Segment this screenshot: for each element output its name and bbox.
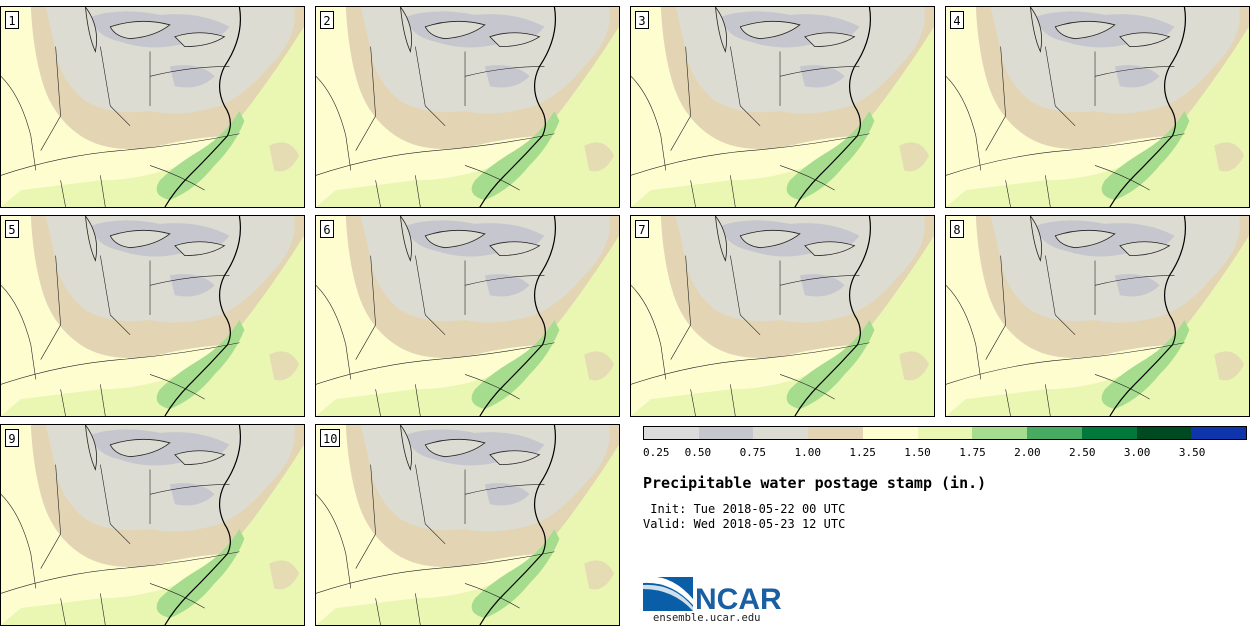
colorbar-tick-label: 2.00 bbox=[1014, 446, 1041, 459]
colorbar-swatch bbox=[753, 427, 809, 439]
map-panel-3: 3 bbox=[630, 6, 935, 208]
colorbar-swatch bbox=[862, 427, 918, 439]
ncar-logo: NCAR bbox=[643, 576, 782, 615]
precipitable-water-map bbox=[1, 7, 304, 207]
colorbar-swatch bbox=[972, 427, 1028, 439]
colorbar-swatch bbox=[1191, 427, 1247, 439]
panel-number: 6 bbox=[320, 220, 334, 238]
precipitable-water-map bbox=[946, 216, 1249, 416]
map-panel-8: 8 bbox=[945, 215, 1250, 417]
precipitable-water-map bbox=[1, 425, 304, 625]
precipitable-water-map bbox=[316, 425, 619, 625]
colorbar-tick-label: 1.50 bbox=[904, 446, 931, 459]
map-panel-10: 10 bbox=[315, 424, 620, 626]
init-time: Init: Tue 2018-05-22 00 UTC bbox=[643, 502, 846, 516]
colorbar-tick-label: 0.50 bbox=[684, 446, 712, 459]
precipitable-water-map bbox=[631, 7, 934, 207]
map-panel-6: 6 bbox=[315, 215, 620, 417]
map-panel-5: 5 bbox=[0, 215, 305, 417]
valid-time: Valid: Wed 2018-05-23 12 UTC bbox=[643, 517, 846, 531]
panel-number: 7 bbox=[635, 220, 649, 238]
plot-title: Precipitable water postage stamp (in.) bbox=[643, 474, 987, 492]
panel-number: 9 bbox=[5, 429, 19, 447]
panel-number: 4 bbox=[950, 11, 964, 29]
panel-number: 8 bbox=[950, 220, 964, 238]
colorbar-tick-label: 0.75 bbox=[739, 446, 767, 459]
colorbar-swatch bbox=[644, 427, 699, 439]
colorbar-tick-label: 0.25 bbox=[643, 446, 670, 459]
precipitable-water-map bbox=[316, 216, 619, 416]
colorbar-tick-label: 1.75 bbox=[959, 446, 986, 459]
map-panel-7: 7 bbox=[630, 215, 935, 417]
map-panel-9: 9 bbox=[0, 424, 305, 626]
colorbar-tick-label: 1.00 bbox=[794, 446, 821, 459]
panel-number: 10 bbox=[320, 429, 341, 447]
colorbar-swatch bbox=[917, 427, 973, 439]
panel-number: 5 bbox=[5, 220, 19, 238]
colorbar-swatch bbox=[1027, 427, 1082, 439]
colorbar-tick-label: 1.25 bbox=[849, 446, 876, 459]
colorbar bbox=[643, 426, 1247, 440]
panel-number: 3 bbox=[635, 11, 649, 29]
precipitable-water-map bbox=[631, 216, 934, 416]
colorbar-swatch bbox=[1136, 427, 1192, 439]
map-panel-4: 4 bbox=[945, 6, 1250, 208]
ncar-logo-text: NCAR bbox=[695, 583, 782, 615]
colorbar-tick-labels: 0.25 0.50 0.75 1.00 1.25 1.50 1.75 2.00 2.50 3.00… bbox=[643, 446, 1247, 460]
colorbar-tick-label: 3.50 bbox=[1178, 446, 1206, 459]
colorbar-swatch bbox=[808, 427, 863, 439]
colorbar-swatch bbox=[1081, 427, 1137, 439]
panel-number: 1 bbox=[5, 11, 19, 29]
map-panel-1: 1 bbox=[0, 6, 305, 208]
website-url: ensemble.ucar.edu bbox=[653, 612, 761, 624]
colorbar-tick-label: 2.50 bbox=[1069, 446, 1096, 459]
colorbar-swatch bbox=[698, 427, 754, 439]
precipitable-water-map bbox=[1, 216, 304, 416]
panel-number: 2 bbox=[320, 11, 334, 29]
map-panel-2: 2 bbox=[315, 6, 620, 208]
colorbar-tick-label: 3.00 bbox=[1123, 446, 1151, 459]
precipitable-water-map bbox=[946, 7, 1249, 207]
precipitable-water-map bbox=[316, 7, 619, 207]
